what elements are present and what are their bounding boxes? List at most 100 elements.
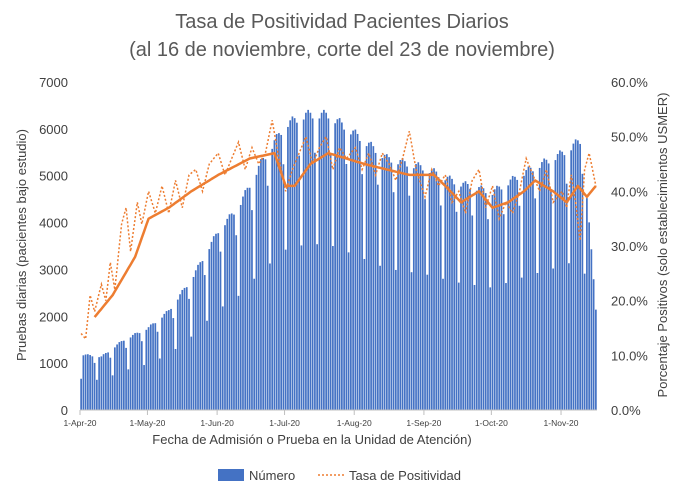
positivity-average-line [93,151,597,318]
bar [210,241,213,410]
bar [307,109,310,410]
bar [444,180,447,410]
bar [300,245,303,410]
bar [253,278,256,410]
bar [574,139,577,410]
bar [235,235,238,410]
bar [167,310,170,410]
bar [374,152,377,411]
bar [428,173,431,410]
bar [262,157,265,410]
y-tick-right: 40.0% [611,184,648,199]
bar [170,308,172,410]
bar [586,198,588,410]
bar [363,258,366,410]
bar [104,352,107,410]
x-tick-label: 1-Oct-20 [475,418,508,428]
bar [237,295,240,410]
y-tick-right: 50.0% [611,130,648,145]
bar [203,275,206,410]
bar [127,369,130,410]
bar [82,355,85,410]
bar [466,184,469,410]
bar [172,318,175,410]
bar [424,199,426,410]
bar [561,151,564,410]
bar [507,185,510,410]
bar [392,192,395,410]
bar [120,341,123,410]
bar [547,163,550,410]
bar [475,190,478,410]
bar [327,118,330,410]
bar [487,219,489,410]
bar [379,265,381,410]
bar [448,175,451,410]
y-tick-right: 10.0% [611,348,648,363]
bar [113,347,116,410]
chart-title-line1: Tasa de Positividad Pacientes Diarios [175,11,509,33]
bar [215,233,217,410]
bar [543,158,546,410]
bar [401,158,404,410]
bar [244,190,247,410]
bar [91,356,94,410]
x-tick-label: 1-Apr-20 [63,418,96,428]
bar [579,143,581,411]
line-series-positivity-average [93,151,597,318]
bar [152,323,154,410]
bar [197,264,199,410]
bar [336,119,339,410]
bar [482,188,485,410]
bar [550,191,552,410]
bar [367,142,370,410]
bar [138,333,141,410]
bar [334,123,336,410]
bar [188,298,190,410]
bar [484,193,487,410]
bar [257,165,260,410]
bar [226,218,229,410]
y-tick-left: 7000 [39,75,68,90]
bar [532,171,534,410]
bar [107,352,109,410]
axes: 0 1000 2000 3000 4000 5000 6000 7000 0.0% 10.0% 20… [39,75,648,428]
bar [345,164,348,410]
y-tick-right: 30.0% [611,239,648,254]
bar [359,140,361,410]
bar [394,269,397,410]
bar [332,246,334,410]
bar [118,342,121,410]
bar [529,167,532,410]
bar [174,348,177,410]
y-tick-right: 0.0% [611,403,641,418]
bar [185,287,188,410]
y-axis-label-left: Pruebas diarias (pacientes bajo estudio) [14,129,29,361]
bar [412,168,415,410]
legend-swatch-numero [218,469,244,481]
bar [453,184,456,410]
bar [282,164,285,410]
bar [134,333,136,410]
y-tick-right: 60.0% [611,75,648,90]
bar [219,251,222,410]
bar [457,282,460,410]
bar [156,331,159,410]
bar [323,109,325,410]
bar [437,177,440,410]
bar [451,178,453,410]
bar [439,205,442,410]
bar [502,214,505,410]
bar [421,170,424,410]
bar [525,170,528,410]
bar [356,133,359,411]
bar [341,122,343,411]
bar [84,354,87,410]
bar [559,150,561,410]
bar [478,187,480,410]
bar [538,167,541,410]
bar [527,166,530,410]
y-tick-left: 0 [61,403,68,418]
bar [212,236,215,410]
bar [518,205,521,410]
